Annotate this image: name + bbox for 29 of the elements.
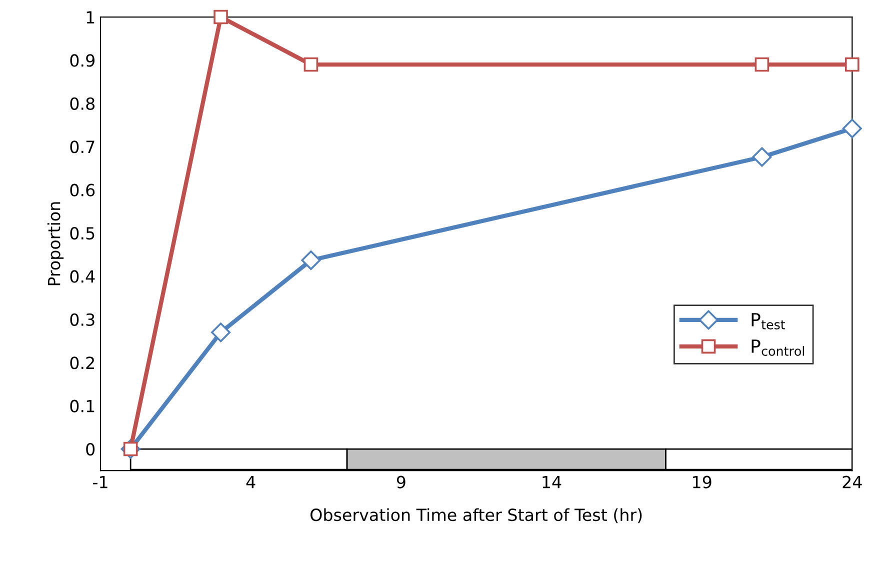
y-tick-label: 1: [86, 11, 94, 24]
point: [214, 10, 228, 24]
y-tick-label: 0.1: [70, 400, 94, 412]
y-tick-label: 0.6: [70, 184, 95, 196]
y-tick-label: 0.2: [70, 356, 94, 370]
x-tick-label: 14: [542, 476, 562, 488]
y-tick-label: 0.5: [70, 226, 94, 240]
x-tick-label: 24: [842, 476, 862, 488]
point: [844, 57, 860, 72]
point: [304, 57, 318, 72]
x-tick-label: 19: [693, 476, 712, 488]
y-tick-label: 0.7: [70, 140, 94, 154]
x-axis-title: Observation Time after Start of Test (hr): [310, 508, 642, 524]
point: [754, 57, 770, 72]
y-tick-label: 0.3: [70, 313, 94, 326]
legend-label: P$_{control}$: [752, 340, 804, 356]
x-tick-label: 4: [246, 476, 256, 488]
x-tick-label: 9: [396, 476, 406, 488]
y-axis-title: Proportion: [47, 202, 64, 286]
y-tick-label: 0.9: [70, 54, 94, 67]
point: [842, 118, 862, 138]
y-tick-label: 0.8: [70, 97, 95, 110]
x-tick-label: -1: [93, 476, 108, 488]
y-tick-label: 0: [86, 442, 95, 456]
point: [752, 147, 772, 167]
legend-label: P$_{test}$: [752, 313, 786, 330]
y-tick-label: 0.4: [70, 270, 95, 283]
point: [301, 250, 321, 270]
point: [211, 322, 231, 342]
